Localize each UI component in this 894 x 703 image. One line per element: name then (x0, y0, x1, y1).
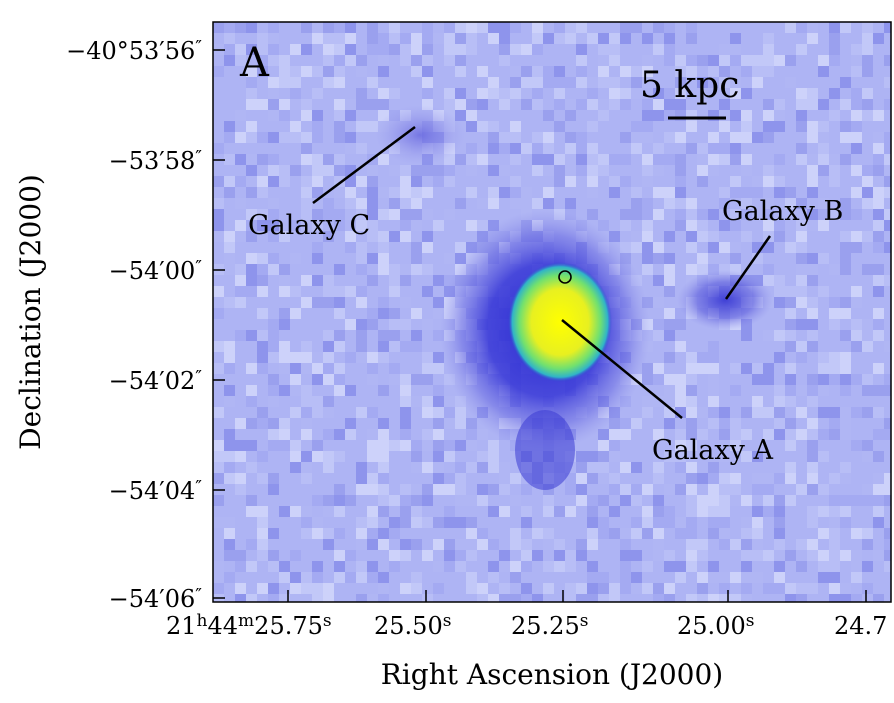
y-axis-label: Declination (J2000) (14, 174, 47, 450)
x-tick-label: 25.50s (374, 611, 451, 640)
galaxy-a-tail (515, 410, 575, 490)
galaxy-b-label: Galaxy B (722, 196, 843, 227)
y-tick-label: −54′06″ (109, 585, 203, 613)
galaxy-b-pointer (724, 235, 772, 300)
galaxy-c-label: Galaxy C (248, 210, 370, 241)
y-tick-label: −54′02″ (109, 367, 203, 395)
x-axis-label: Right Ascension (J2000) (381, 658, 723, 691)
x-tick-label: 21h44m25.75s (166, 611, 332, 640)
x-tick-label: 24.7 (834, 612, 887, 640)
galaxy-b-emission (677, 270, 773, 330)
y-tick-label: −53′58″ (109, 147, 203, 175)
scale-bar-label: 5 kpc (640, 65, 739, 106)
galaxy-c-pointer (312, 125, 416, 205)
image-plot-area (213, 22, 891, 602)
x-tick-label: 25.00s (677, 611, 754, 640)
galaxy-a-core (508, 262, 612, 382)
plot-frame (212, 21, 892, 603)
y-tick-label: −54′04″ (109, 477, 203, 505)
galaxy-c-emission (375, 105, 465, 165)
position-marker-circle (558, 270, 572, 284)
y-tick-marks (213, 49, 225, 599)
x-tick-marks (287, 590, 867, 602)
galaxy-a-pointer (561, 319, 683, 419)
x-tick-label: 25.25s (511, 611, 588, 640)
galaxy-a-label: Galaxy A (652, 435, 773, 466)
y-tick-label: −54′00″ (109, 257, 203, 285)
panel-label: A (239, 40, 270, 86)
y-tick-label: −40°53′56″ (66, 37, 202, 65)
